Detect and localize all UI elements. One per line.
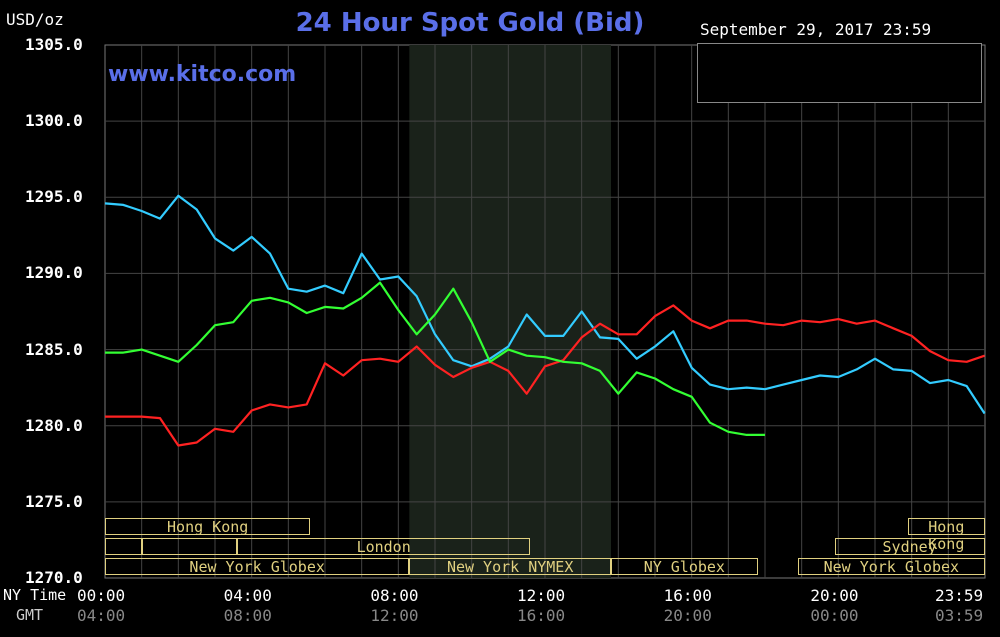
legend-entry: - Sep 29 Last 1279.40 — [702, 81, 892, 99]
gmt-tick-label: 03:59 — [935, 606, 984, 625]
nymex-shaded-region — [409, 45, 611, 578]
chart-legend: - Sep 27 NY close 1282.40 - Sep 28 NY cl… — [697, 43, 982, 103]
y-tick-label: 1275.0 — [25, 491, 83, 511]
x-tick-label: 08:00 — [370, 586, 419, 605]
chart-title: 24 Hour Spot Gold (Bid) — [295, 8, 645, 38]
session-bar: NY Globex — [611, 558, 758, 576]
site-link[interactable]: www.kitco.com — [108, 62, 297, 87]
series-line — [104, 194, 986, 415]
gmt-tick-label: 08:00 — [223, 606, 272, 625]
chart-timestamp: September 29, 2017 23:59 — [700, 20, 932, 39]
y-tick-label: 1300.0 — [25, 111, 83, 131]
y-tick-label: 1290.0 — [25, 263, 83, 283]
series-line — [105, 304, 985, 447]
y-tick-label: 1305.0 — [25, 35, 83, 54]
legend-entry: - Sep 27 NY close 1282.40 — [702, 44, 928, 62]
session-bar: Hong Kong — [105, 518, 311, 536]
session-bar — [105, 538, 142, 555]
session-bar: Sydney — [834, 538, 985, 556]
y-tick-label: 1285.0 — [25, 339, 83, 359]
gmt-tick-label: 12:00 — [370, 606, 419, 625]
x-tick-label: 04:00 — [223, 586, 272, 605]
session-bar: London — [237, 538, 531, 556]
gmt-tick-label: 16:00 — [517, 606, 566, 625]
y-tick-label: 1295.0 — [25, 187, 83, 207]
session-bar: New York Globex — [105, 558, 410, 576]
gmt-tick-label: 04:00 — [77, 606, 126, 625]
session-bar — [141, 538, 237, 555]
gmt-tick-label: 20:00 — [663, 606, 712, 625]
y-tick-label: 1280.0 — [25, 415, 83, 435]
x-tick-label: 00:00 — [77, 586, 126, 605]
ny-time-label: NY Time — [3, 586, 67, 604]
x-tick-label: 23:59 — [935, 586, 984, 605]
x-tick-label: 12:00 — [517, 586, 566, 605]
chart-grid — [104, 44, 986, 579]
gmt-label: GMT — [16, 606, 44, 624]
gmt-tick-label: 00:00 — [810, 606, 859, 625]
legend-entry: - Sep 28 NY close 1286.70 — [702, 62, 928, 81]
x-tick-label: 16:00 — [663, 586, 712, 605]
y-tick-label: 1270.0 — [25, 568, 83, 587]
y-axis-unit-label: USD/oz — [6, 10, 64, 29]
x-tick-label: 20:00 — [810, 586, 859, 605]
chart-series — [104, 194, 986, 447]
series-line — [105, 281, 765, 436]
session-bar: New York Globex — [798, 558, 985, 576]
session-bar: New York NYMEX — [409, 558, 611, 576]
session-bar: Hong Kong — [908, 518, 985, 553]
